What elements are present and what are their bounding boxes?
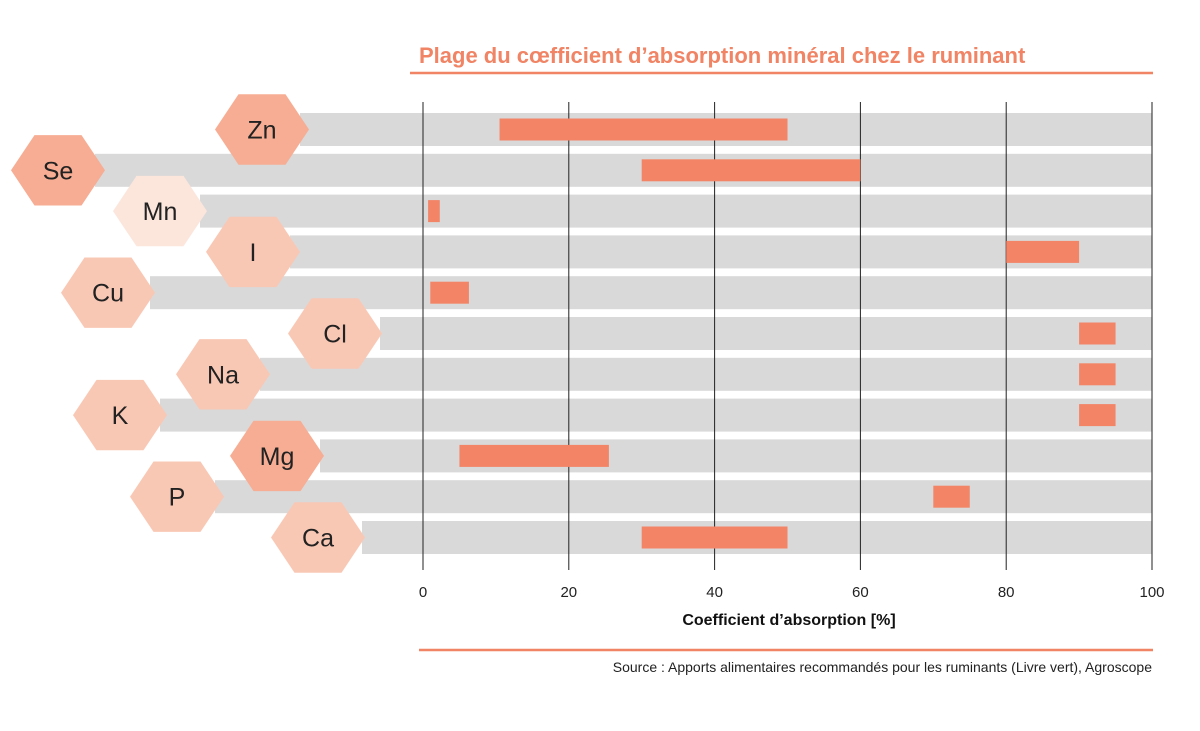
hexagon-i: I	[206, 216, 300, 288]
hexagon-shape	[113, 175, 207, 247]
hexagon-shape	[176, 339, 270, 410]
chart-title: Plage du cœfficient d’absorption minéral…	[419, 43, 1026, 68]
x-tick-label-60: 60	[852, 584, 869, 601]
range-bar-k	[1079, 404, 1116, 427]
hexagon-shape	[61, 257, 155, 328]
range-bar-cu	[430, 281, 469, 304]
element-label-p: P	[169, 484, 186, 512]
row-stripe-cu	[150, 276, 1152, 310]
range-bar-na	[1079, 363, 1116, 386]
x-tick-label-40: 40	[706, 584, 723, 601]
x-tick-label-80: 80	[998, 584, 1015, 601]
hexagon-shape	[288, 298, 382, 369]
range-bar-p	[933, 485, 970, 508]
hexagon-na: Na	[176, 339, 270, 410]
element-label-cl: Cl	[323, 321, 347, 349]
x-tick-label-0: 0	[419, 584, 427, 601]
range-bar-ca	[641, 526, 788, 549]
element-label-na: Na	[207, 361, 239, 389]
hexagon-k: K	[73, 379, 167, 451]
hexagon-mg: Mg	[230, 420, 324, 492]
hexagon-cl: Cl	[288, 298, 382, 369]
element-label-se: Se	[43, 157, 74, 185]
element-label-mg: Mg	[260, 443, 295, 471]
hexagon-ca: Ca	[271, 502, 365, 573]
range-bar-i	[1006, 240, 1080, 263]
row-stripe-cl	[380, 317, 1152, 350]
range-bar-mg	[459, 444, 609, 467]
hexagon-se: Se	[11, 135, 105, 206]
element-label-k: K	[112, 402, 129, 430]
hexagon-shape	[73, 379, 167, 451]
hexagon-shape	[215, 94, 309, 165]
element-label-zn: Zn	[247, 117, 276, 145]
hexagon-cu: Cu	[61, 257, 155, 328]
hexagon-p: P	[130, 461, 224, 532]
x-tick-labels: 0 20 40 60 80 100	[419, 584, 1165, 601]
row-stripe-na	[260, 357, 1152, 391]
x-tick-label-100: 100	[1139, 584, 1164, 601]
row-stripe-mg	[320, 439, 1152, 473]
range-bar-mn	[428, 200, 440, 223]
element-label-mn: Mn	[143, 198, 178, 226]
row-stripe-k	[160, 398, 1152, 432]
hexagon-zn: Zn	[215, 94, 309, 165]
hexagon-shape	[130, 461, 224, 532]
hexagon-shape	[230, 420, 324, 492]
range-bar-cl	[1079, 322, 1116, 345]
hexagon-shape	[11, 135, 105, 206]
x-axis-label: Coefficient d’absorption [%]	[682, 612, 895, 629]
row-stripe-mn	[200, 194, 1152, 228]
element-label-cu: Cu	[92, 280, 124, 308]
hexagon-mn: Mn	[113, 175, 207, 247]
element-label-i: I	[250, 239, 257, 267]
element-hexagons: Zn Se Mn I Cu Cl Na K Mg P Ca	[11, 94, 382, 573]
range-bar-se	[641, 159, 861, 182]
element-label-ca: Ca	[302, 525, 334, 553]
row-stripe-p	[215, 480, 1152, 514]
range-bars	[428, 118, 1116, 549]
range-bar-zn	[499, 118, 788, 141]
source-note: Source : Apports alimentaires recommandé…	[613, 659, 1152, 675]
hexagon-shape	[271, 502, 365, 573]
hexagon-shape	[206, 216, 300, 288]
x-tick-label-20: 20	[560, 584, 577, 601]
